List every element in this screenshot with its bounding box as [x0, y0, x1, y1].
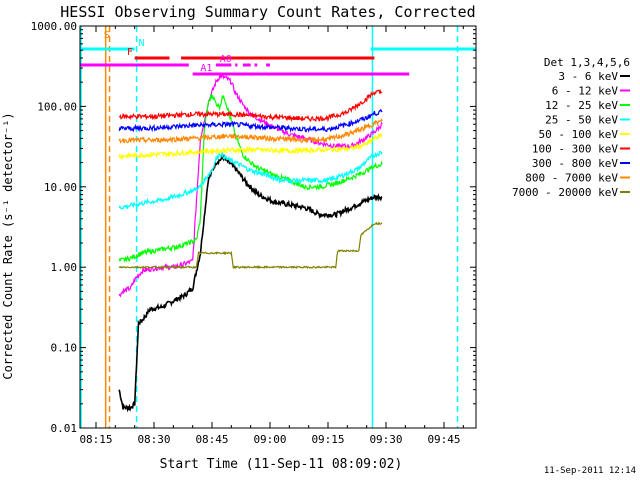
series-line	[118, 221, 383, 270]
legend-entry-label: 50 - 100 keV	[539, 128, 619, 141]
x-tick-label: 08:45	[195, 433, 228, 446]
flag-label: A1	[200, 63, 212, 74]
x-tick-label: 09:15	[311, 433, 344, 446]
series-line	[118, 108, 383, 133]
y-axis: 0.01 0.10 1.00 10.00 100.00 1000.00	[31, 20, 476, 435]
flag-label: A0	[220, 54, 232, 65]
y-tick-label: 0.01	[51, 422, 78, 435]
series-line	[118, 88, 383, 123]
x-tick-label: 09:00	[253, 433, 286, 446]
legend-title: Det 1,3,4,5,6	[544, 56, 630, 69]
flag-label: F	[127, 47, 133, 58]
legend-entry-label: 12 - 25 keV	[545, 99, 618, 112]
legend-entry-label: 300 - 800 keV	[532, 157, 618, 170]
chart-title: HESSI Observing Summary Count Rates, Cor…	[60, 3, 475, 21]
legend-entry-label: 800 - 7000 keV	[525, 172, 618, 185]
y-axis-label: Corrected Count Rate (s⁻¹ detector⁻¹)	[1, 112, 15, 379]
plot-content	[80, 26, 476, 428]
series-line	[118, 74, 383, 298]
x-axis-label: Start Time (11-Sep-11 08:09:02)	[160, 457, 403, 472]
series-line	[118, 93, 383, 263]
series-line	[118, 153, 383, 413]
legend-entry-label: 25 - 50 keV	[545, 114, 618, 127]
plot-frame	[79, 25, 477, 429]
y-tick-label: 1.00	[51, 261, 78, 274]
x-tick-label: 09:30	[369, 433, 402, 446]
legend-entry-label: 7000 - 20000 keV	[512, 186, 618, 199]
series-line	[118, 150, 383, 210]
x-tick-label: 08:15	[79, 433, 112, 446]
y-tick-label: 100.00	[37, 100, 77, 113]
x-tick-label: 08:30	[137, 433, 170, 446]
plot-area: NF S A0 A1	[80, 26, 476, 428]
timestamp: 11-Sep-2011 12:14	[544, 466, 636, 476]
flag-label: S	[104, 30, 110, 41]
legend-entry-label: 3 - 6 keV	[558, 70, 618, 83]
y-tick-label: 0.10	[51, 342, 78, 355]
y-tick-label: 10.00	[44, 181, 77, 194]
y-tick-label: 1000.00	[31, 20, 77, 33]
x-tick-label: 09:45	[427, 433, 460, 446]
series-line	[118, 132, 383, 161]
legend-entry-label: 6 - 12 keV	[552, 85, 619, 98]
x-axis: 08:15 08:30 08:45 09:00 09:15 09:30 09:45	[79, 26, 464, 446]
series-line	[118, 118, 383, 144]
legend-entry-label: 100 - 300 keV	[532, 143, 618, 156]
flag-label: N	[139, 38, 145, 49]
